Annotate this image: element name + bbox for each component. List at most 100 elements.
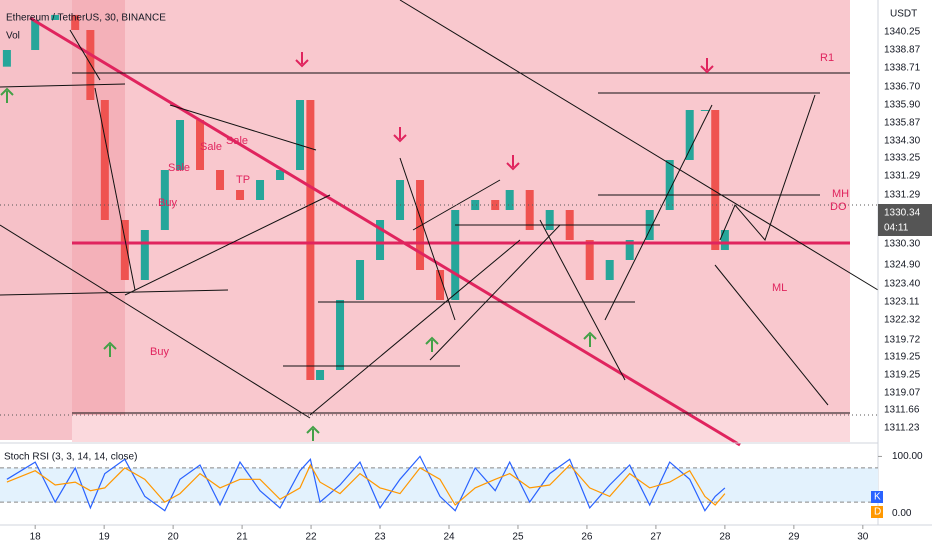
legend-label: D [874, 507, 881, 518]
price-label: 1319.72 [884, 335, 921, 346]
annotation: Sale [226, 135, 248, 147]
line [539, 219, 626, 381]
candle [276, 170, 285, 180]
candle [605, 260, 614, 280]
price-label: 1340.25 [884, 27, 921, 38]
candle [336, 300, 345, 370]
candle [396, 180, 405, 220]
price-axis [878, 0, 932, 550]
candle [471, 200, 480, 210]
channel-line [399, 0, 879, 291]
channel-line [0, 224, 311, 419]
x-tick-label: 26 [581, 532, 593, 543]
candle [545, 210, 554, 230]
stoch-line [6, 455, 726, 512]
candle [316, 370, 325, 380]
candle [585, 240, 594, 280]
current-price: 1330.34 [884, 208, 921, 219]
x-tick-label: 22 [305, 532, 317, 543]
price-label: 1331.29 [884, 190, 921, 201]
candle [86, 30, 95, 100]
x-tick-label: 24 [443, 532, 455, 543]
price-label: 1335.90 [884, 100, 921, 111]
price-label: 1323.40 [884, 279, 921, 290]
price-label: 1331.29 [884, 171, 921, 182]
candle [356, 260, 365, 300]
countdown: 04:11 [884, 223, 909, 234]
arrow [295, 52, 309, 68]
arrow [700, 58, 714, 74]
price-label: 1319.25 [884, 352, 921, 363]
x-tick-label: 18 [30, 532, 42, 543]
line [124, 194, 331, 296]
price-label: 1338.71 [884, 63, 921, 74]
currency-label: USDT [890, 9, 917, 20]
price-label: 1319.07 [884, 388, 921, 399]
candle [296, 100, 305, 170]
arrow [506, 155, 520, 171]
series-box [871, 491, 883, 503]
candle [256, 180, 265, 200]
arrow [306, 425, 320, 441]
x-tick-label: 25 [512, 532, 524, 543]
buy-arrows [0, 87, 597, 441]
candle [306, 100, 315, 380]
y-tick-label: 100.00 [892, 451, 923, 462]
arrow [103, 341, 117, 357]
candle [176, 120, 185, 170]
annotation: R1 [820, 52, 834, 64]
legend-label: K [874, 492, 881, 503]
line [94, 87, 136, 291]
annotation: Sale [168, 162, 190, 174]
annotation: ML [772, 282, 787, 294]
candle [120, 220, 129, 280]
annotation: DO [830, 201, 847, 213]
series-box [871, 506, 883, 518]
candle [665, 160, 674, 210]
price-label: 1323.11 [884, 297, 920, 308]
price-label: 1338.87 [884, 45, 921, 56]
annotation: Buy [158, 197, 177, 209]
candle [51, 14, 60, 20]
zone [72, 0, 850, 415]
candle [416, 180, 425, 270]
candle [436, 270, 445, 300]
level-line [0, 83, 126, 88]
candle [505, 190, 514, 210]
stoch-pane: 100.00 0.00 KD Stoch RSI (3, 3, 14, 14, clo… [0, 451, 923, 519]
candle [451, 210, 460, 300]
x-tick-label: 29 [788, 532, 800, 543]
zone [72, 415, 850, 442]
line [69, 29, 101, 81]
level-line [0, 289, 229, 296]
price-label: 1311.23 [884, 423, 920, 434]
candle [700, 110, 709, 111]
x-tick-label: 30 [857, 532, 869, 543]
candle [720, 230, 729, 250]
arrow [0, 87, 14, 103]
arrow [583, 331, 597, 347]
arrow [425, 336, 439, 352]
x-tick-label: 21 [237, 532, 249, 543]
price-label: 1333.25 [884, 153, 921, 164]
price-label: 1322.32 [884, 315, 921, 326]
candle [216, 170, 225, 190]
x-tick-label: 27 [650, 532, 662, 543]
candle [100, 100, 109, 220]
price-label: 1311.66 [884, 405, 920, 416]
price-label: 1324.90 [884, 260, 921, 271]
annotation: Buy [150, 346, 169, 358]
candle [2, 50, 11, 67]
candle [711, 110, 720, 250]
forecast [719, 94, 816, 241]
candle [376, 220, 385, 260]
line [309, 239, 521, 416]
sell-arrows [295, 52, 714, 171]
x-tick-label: 23 [374, 532, 386, 543]
candle [71, 14, 80, 30]
candle [31, 20, 40, 50]
candle [140, 230, 149, 280]
annotation: TP [236, 174, 250, 186]
candle [685, 110, 694, 160]
